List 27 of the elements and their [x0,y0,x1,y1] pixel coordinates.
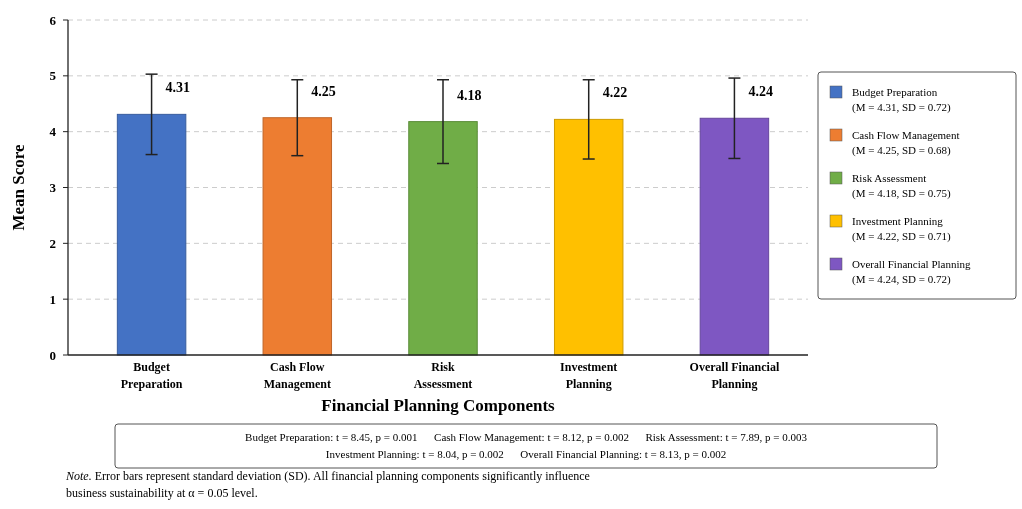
data-label: 4.25 [311,83,336,99]
y-tick-label: 0 [49,347,56,363]
y-tick-label: 3 [49,180,57,196]
y-tick-label: 1 [49,291,56,307]
data-label: 4.31 [165,80,191,96]
y-tick-label: 6 [49,12,57,28]
data-label: 4.24 [748,84,773,100]
data-label: 4.22 [602,85,628,101]
text: Note. Error bars represent standard deviation (SD). All financial planning components significantly influence business sustainability at α = 0.05 level. [65,469,590,500]
x-tick-label: Risk Assessment [413,360,473,391]
x-tick-label: Cash Flow Management [263,360,331,391]
text: Investment Planning: t = 8.04, p = 0.002 Overall Financial Planning: t = 8.13, p = 0.002 [325,447,727,460]
y-tick-label: 5 [49,68,57,84]
legend-label: Investment Planning (M = 4.22, SD = 0.71) [852,215,951,243]
x-tick-label: Overall Financial Planning [689,360,780,391]
legend-label: Cash Flow Management (M = 4.25, SD = 0.68) [852,129,960,157]
legend-label: Overall Financial Planning (M = 4.24, SD = 0.72) [852,258,972,286]
y-tick-label: 4 [49,124,57,140]
y-axis-title: Mean Score [9,144,28,231]
x-tick-label: Budget Preparation [120,360,183,391]
y-tick-label: 2 [49,235,56,251]
data-label: 4.18 [457,87,482,103]
text: Budget Preparation: t = 8.45, p = 0.001 Cash Flow Management: t = 8.12, p = 0.002 Risk Assessment: t = 7.89, p = 0.003 [245,430,808,443]
x-tick-label: Investment Planning [560,360,618,391]
legend-label: Risk Assessment (M = 4.18, SD = 0.75) [852,172,951,200]
legend-label: Budget Preparation (M = 4.31, SD = 0.72) [852,86,951,114]
x-axis-title: Financial Planning Components [321,396,556,415]
